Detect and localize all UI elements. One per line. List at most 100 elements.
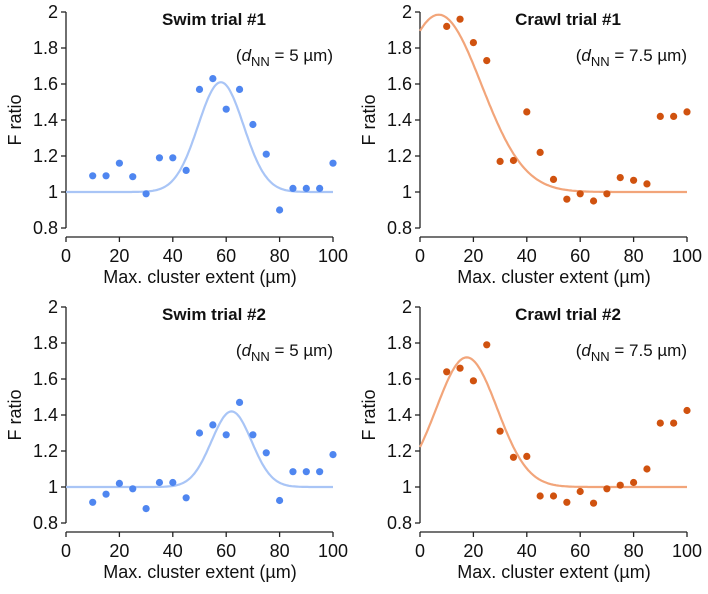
y-tick-label: 1.8 xyxy=(33,333,58,353)
y-tick-label: 1.8 xyxy=(387,38,412,58)
data-point xyxy=(563,195,571,203)
x-tick-label: 40 xyxy=(517,246,537,266)
y-axis-label: F ratio xyxy=(359,94,379,145)
data-point xyxy=(102,490,110,498)
y-tick-label: 0.8 xyxy=(387,218,412,238)
annotation-prefix: ( xyxy=(576,46,582,65)
annotation-suffix: = 7.5 µm) xyxy=(610,341,687,360)
chart-annotation: (dNN = 5 µm) xyxy=(236,341,333,364)
annotation-prefix: ( xyxy=(576,341,582,360)
data-point xyxy=(129,173,137,181)
chart-annotation: (dNN = 5 µm) xyxy=(236,46,333,69)
data-point xyxy=(249,120,257,129)
x-tick-label: 60 xyxy=(216,246,236,266)
data-point xyxy=(496,427,504,435)
y-tick-label: 2 xyxy=(402,2,412,22)
x-tick-label: 20 xyxy=(463,541,483,561)
x-tick-label: 0 xyxy=(61,246,71,266)
fit-curve xyxy=(66,410,333,489)
data-point xyxy=(195,429,204,437)
data-point xyxy=(276,206,284,214)
data-point xyxy=(536,492,544,500)
y-tick-label: 2 xyxy=(48,2,58,22)
data-point xyxy=(576,190,584,198)
x-tick-label: 60 xyxy=(570,246,590,266)
data-point xyxy=(89,172,97,180)
x-tick-label: 0 xyxy=(415,541,425,561)
data-point xyxy=(443,368,451,376)
y-axis-label: F ratio xyxy=(5,389,25,440)
y-tick-label: 1.6 xyxy=(33,369,58,389)
data-point xyxy=(456,15,464,23)
data-point xyxy=(329,159,337,167)
data-point xyxy=(262,449,270,457)
x-axis-label: Max. cluster extent (µm) xyxy=(103,562,296,582)
annotation-suffix: = 5 µm) xyxy=(270,341,333,360)
data-point xyxy=(643,180,651,188)
x-axis-label: Max. cluster extent (µm) xyxy=(103,267,296,287)
y-tick-label: 1.8 xyxy=(387,333,412,353)
data-point xyxy=(443,22,451,30)
y-tick-label: 1.8 xyxy=(33,38,58,58)
data-point xyxy=(656,112,664,120)
y-tick-label: 1.2 xyxy=(387,441,412,461)
annotation-prefix: ( xyxy=(236,46,242,65)
data-point xyxy=(603,485,611,493)
y-tick-label: 2 xyxy=(48,297,58,317)
data-point xyxy=(523,452,531,460)
data-point xyxy=(115,479,123,487)
y-tick-label: 0.8 xyxy=(33,218,58,238)
y-tick-label: 1 xyxy=(402,182,412,202)
chart-title: Crawl trial #2 xyxy=(515,305,621,324)
data-point xyxy=(182,494,190,502)
data-point xyxy=(102,172,110,180)
x-tick-label: 20 xyxy=(463,246,483,266)
data-point xyxy=(89,498,97,506)
y-tick-label: 1.4 xyxy=(33,405,58,425)
chart-annotation: (dNN = 7.5 µm) xyxy=(576,341,687,364)
y-axis-label: F ratio xyxy=(5,94,25,145)
data-point xyxy=(169,154,177,162)
data-point xyxy=(129,485,137,493)
data-point xyxy=(329,451,337,459)
data-point xyxy=(670,419,678,427)
y-tick-label: 1.4 xyxy=(33,110,58,130)
fit-curve xyxy=(419,356,687,489)
x-tick-label: 100 xyxy=(318,541,348,561)
annotation-suffix: = 7.5 µm) xyxy=(610,46,687,65)
x-tick-label: 40 xyxy=(163,541,183,561)
data-point xyxy=(483,57,491,65)
x-tick-label: 60 xyxy=(216,541,236,561)
data-point xyxy=(576,487,584,496)
annotation-suffix: = 5 µm) xyxy=(270,46,333,65)
data-point xyxy=(469,39,477,47)
x-tick-label: 0 xyxy=(61,541,71,561)
data-point xyxy=(289,184,297,192)
y-axis-label: F ratio xyxy=(359,389,379,440)
chart-title: Crawl trial #1 xyxy=(515,10,621,29)
y-tick-label: 1.2 xyxy=(33,146,58,166)
y-tick-label: 1.4 xyxy=(387,405,412,425)
data-point xyxy=(589,499,598,507)
data-point xyxy=(563,498,571,506)
x-axis-label: Max. cluster extent (µm) xyxy=(457,562,650,582)
y-tick-label: 1.2 xyxy=(33,441,58,461)
annotation-prefix: ( xyxy=(236,341,242,360)
fit-curve xyxy=(66,81,333,194)
data-point xyxy=(302,468,310,476)
data-point xyxy=(316,468,324,476)
y-tick-label: 2 xyxy=(402,297,412,317)
annotation-variable: d xyxy=(242,46,252,65)
y-tick-label: 1 xyxy=(402,477,412,497)
data-point xyxy=(456,364,464,372)
data-point xyxy=(209,421,217,429)
data-point xyxy=(616,481,624,489)
data-point xyxy=(656,419,664,427)
data-point xyxy=(235,85,244,93)
data-point xyxy=(222,431,230,439)
data-point xyxy=(142,190,150,198)
